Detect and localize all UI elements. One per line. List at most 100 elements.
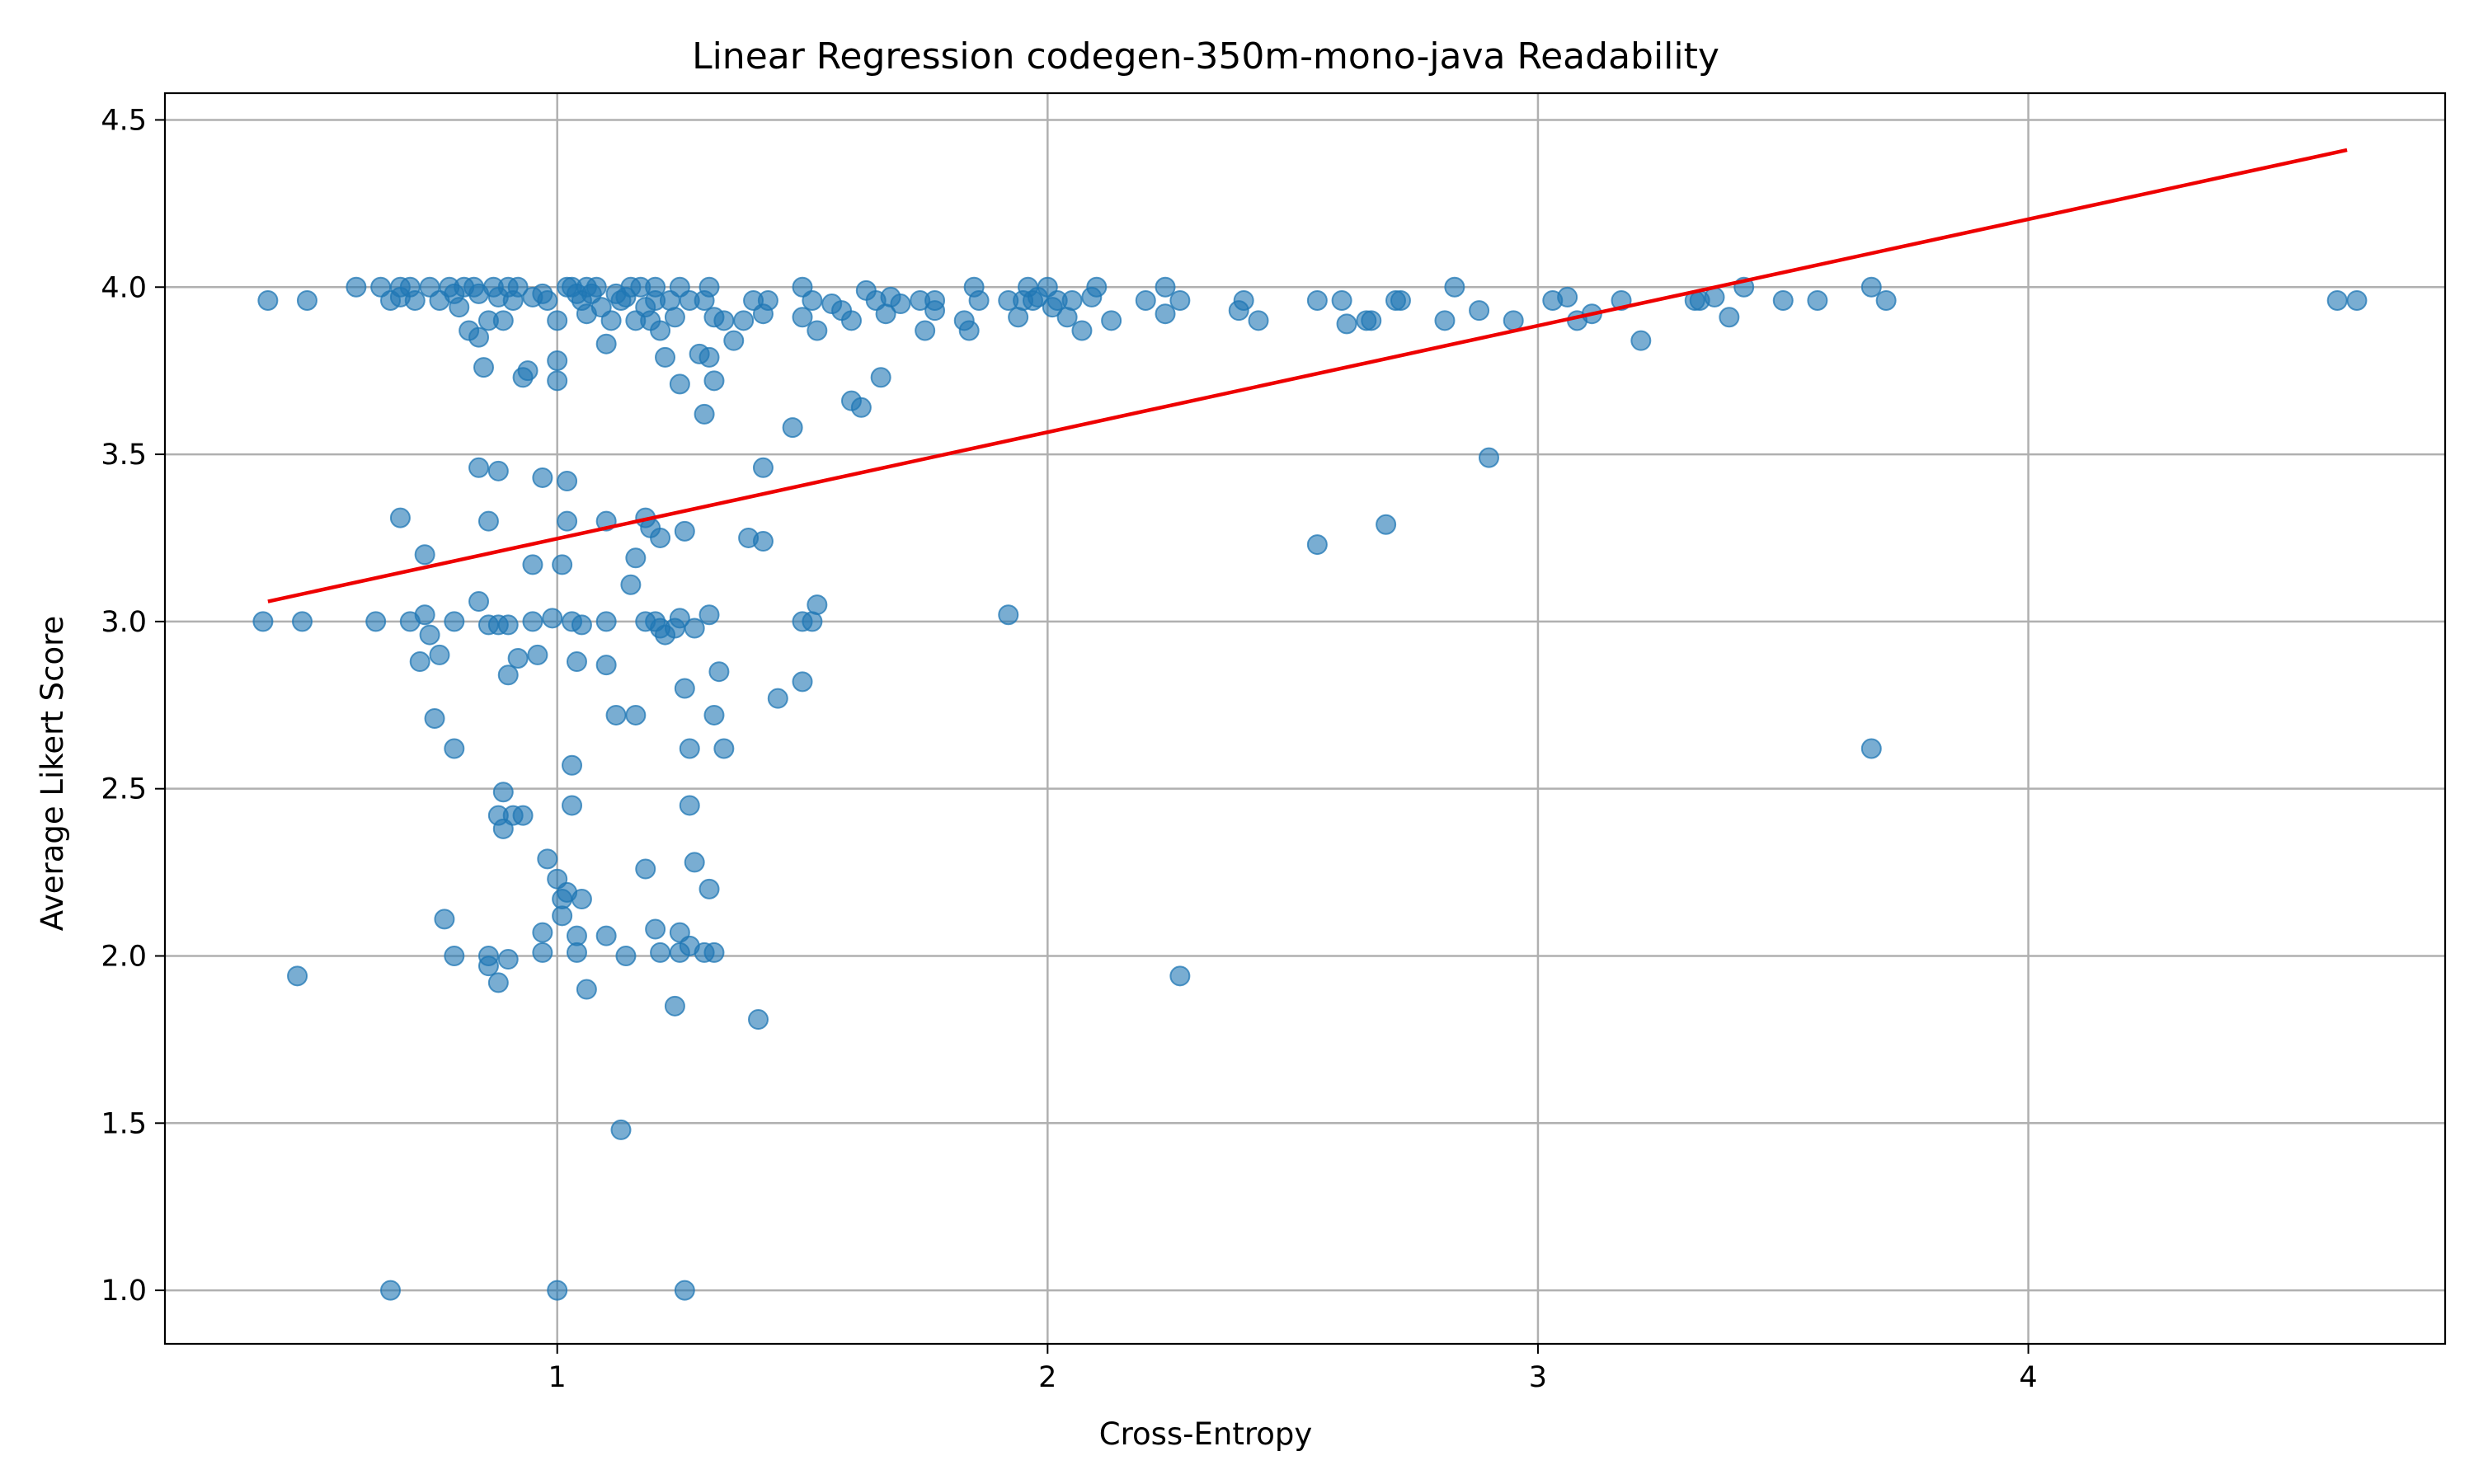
data-point — [542, 608, 563, 629]
data-point — [1875, 289, 1897, 311]
data-point — [517, 360, 539, 382]
data-point — [1071, 320, 1093, 341]
data-point — [802, 289, 823, 311]
data-point — [625, 704, 647, 726]
data-point — [296, 289, 317, 311]
data-point — [635, 858, 656, 880]
y-tick-label: 3.5 — [101, 439, 147, 472]
data-point — [487, 460, 509, 481]
data-point — [703, 370, 725, 392]
data-point — [595, 611, 617, 632]
data-point — [365, 611, 387, 632]
data-point — [547, 1280, 568, 1301]
data-point — [698, 878, 720, 899]
data-point — [650, 527, 671, 548]
data-point — [674, 520, 695, 542]
data-point — [492, 782, 514, 803]
data-point — [698, 346, 720, 368]
x-tick-label: 1 — [548, 1361, 567, 1394]
data-point — [566, 942, 587, 963]
regression-line — [267, 148, 2348, 603]
data-point — [414, 604, 435, 626]
data-point — [752, 531, 774, 552]
data-point — [1306, 534, 1328, 556]
data-point — [562, 754, 583, 776]
data-point — [840, 310, 862, 331]
data-point — [477, 956, 499, 977]
data-point — [807, 594, 828, 616]
data-point — [890, 294, 911, 315]
data-point — [1361, 310, 1382, 331]
data-point — [733, 310, 755, 331]
data-point — [512, 805, 534, 826]
data-point — [1557, 286, 1578, 308]
data-point — [507, 276, 529, 298]
data-point — [870, 367, 891, 388]
data-point — [792, 307, 813, 328]
data-point — [807, 320, 828, 341]
data-point — [468, 326, 490, 348]
data-point — [664, 995, 685, 1017]
data-point — [1772, 289, 1794, 311]
y-tick-label: 4.5 — [101, 104, 147, 137]
data-point — [547, 310, 568, 331]
data-point — [595, 655, 617, 676]
data-point — [1248, 310, 1269, 331]
x-tick-label: 3 — [1529, 1361, 1547, 1394]
data-point — [1331, 289, 1352, 311]
data-point — [694, 403, 715, 425]
data-point — [1376, 514, 1397, 535]
data-point — [404, 289, 426, 311]
data-point — [595, 333, 617, 355]
data-point — [487, 972, 509, 993]
data-point — [669, 608, 690, 629]
data-point — [708, 661, 730, 683]
data-point — [429, 644, 450, 665]
data-point — [497, 614, 519, 636]
data-point — [645, 918, 666, 940]
data-point — [674, 678, 695, 699]
data-point — [968, 289, 990, 311]
data-point — [1444, 276, 1465, 298]
data-point — [532, 922, 553, 943]
y-tick-label: 1.0 — [101, 1275, 147, 1308]
y-tick-label: 2.5 — [101, 773, 147, 806]
data-point — [1434, 310, 1456, 331]
data-point — [684, 618, 705, 639]
data-point — [998, 604, 1019, 626]
data-point — [571, 614, 592, 636]
data-point — [915, 320, 936, 341]
data-point — [409, 651, 430, 673]
data-point — [532, 467, 553, 488]
data-point — [650, 320, 671, 341]
data-point — [497, 665, 519, 686]
data-point — [537, 289, 558, 311]
data-point — [444, 738, 465, 759]
data-point — [924, 289, 946, 311]
data-point — [1233, 289, 1254, 311]
data-point — [537, 848, 558, 870]
data-point — [1807, 289, 1828, 311]
data-point — [713, 310, 735, 331]
data-point — [703, 942, 725, 963]
data-point — [850, 397, 872, 418]
data-point — [468, 457, 490, 478]
data-point — [698, 604, 720, 626]
data-point — [1101, 310, 1122, 331]
data-point — [1135, 289, 1156, 311]
data-point — [615, 945, 637, 966]
data-point — [522, 554, 543, 575]
data-point — [1169, 289, 1191, 311]
data-point — [1155, 276, 1176, 298]
data-point — [747, 1009, 769, 1031]
data-point — [1630, 330, 1652, 351]
data-point — [468, 591, 490, 613]
data-point — [576, 979, 597, 1000]
y-tick-label: 2.0 — [101, 940, 147, 973]
data-point — [419, 624, 440, 646]
x-tick-label: 4 — [2019, 1361, 2037, 1394]
x-axis-ticks: 1 2 3 4 — [548, 1344, 2038, 1394]
data-point — [252, 611, 274, 632]
data-points — [252, 276, 2368, 1301]
data-point — [522, 611, 543, 632]
